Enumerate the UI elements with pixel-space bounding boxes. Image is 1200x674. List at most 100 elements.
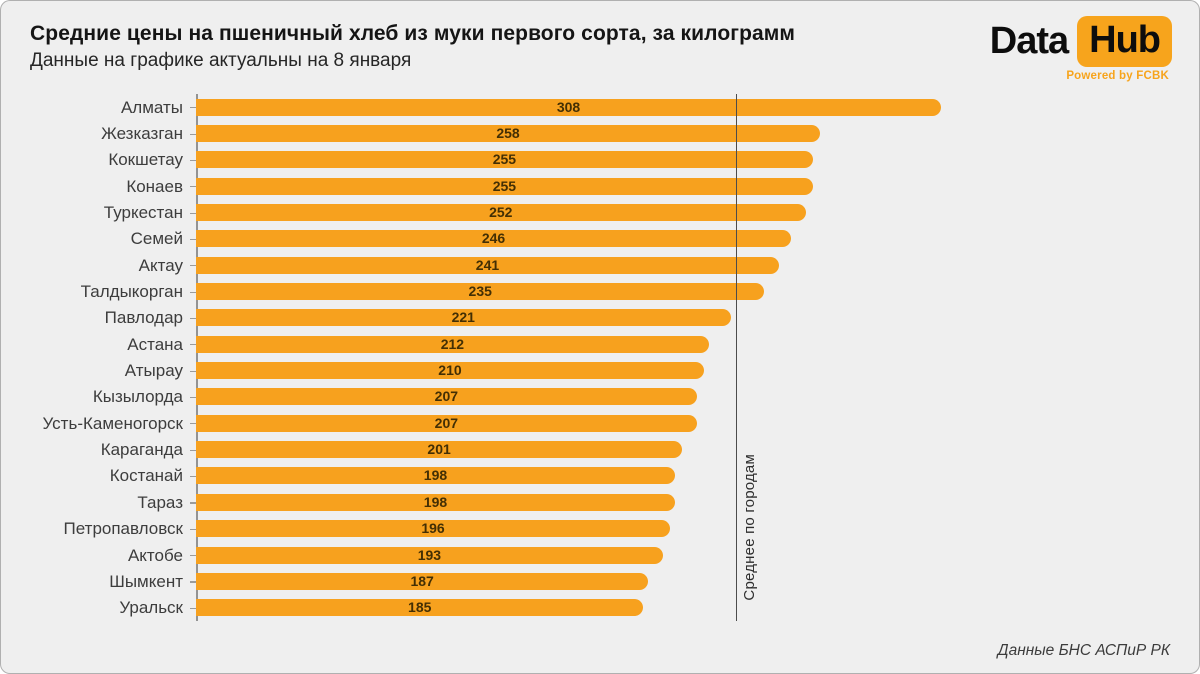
axis-tick [190,423,196,425]
price-bar: 255 [196,151,813,169]
bar-row: Кокшетау 255 [0,147,1200,173]
bar-value-label: 255 [492,177,517,194]
datahub-logo-wordmark: Data Hub [990,16,1172,67]
axis-tick [190,581,196,583]
bar-value-label: 241 [475,256,500,273]
bar-value-label: 258 [496,125,520,142]
city-label: Атырау [124,361,183,381]
axis-tick [190,555,196,557]
bar-row: Тараз 198 [0,489,1200,515]
bar-row: Павлодар 221 [0,305,1200,331]
city-label: Кызылорда [92,387,183,407]
axis-tick [190,265,196,267]
bar-value-label: 308 [556,98,581,115]
bar-value-label: 252 [489,204,513,221]
y-axis-line [196,94,198,621]
price-bar: 258 [196,125,821,143]
axis-tick [190,396,196,399]
bar-row: Алматы 308 [0,94,1200,120]
price-bar: 210 [196,362,704,380]
average-line-label: Среднее по городам [740,454,758,601]
price-bar: 252 [196,204,806,222]
price-bar: 255 [196,177,813,195]
price-bar: 308 [196,98,941,116]
bar-value-label: 212 [440,335,465,352]
city-label: Шымкент [109,571,183,591]
bar-row: Семей 246 [0,226,1200,252]
price-bar: 198 [196,467,675,485]
axis-tick [190,344,196,346]
bar-value-label: 255 [492,151,517,168]
bar-value-label: 193 [417,546,442,563]
bar-row: Актобе 193 [0,542,1200,568]
price-bar: 187 [196,572,649,590]
price-bar: 221 [196,309,731,327]
average-reference-line [735,94,738,621]
bar-value-label: 235 [468,283,492,300]
city-label: Усть-Каменогорск [42,413,183,433]
bar-row: Актау 241 [0,252,1200,278]
city-label: Алматы [120,97,183,117]
price-bar: 241 [196,256,779,274]
datahub-logo: Data Hub Powered by FCBK [990,16,1172,82]
bar-value-label: 207 [434,388,459,405]
logo-data-text: Data [989,20,1069,62]
axis-tick [190,107,196,109]
price-bar: 201 [196,441,683,459]
bar-value-label: 198 [423,467,448,484]
price-bar: 246 [196,230,792,248]
logo-hub-badge: Hub [1077,16,1172,67]
axis-tick [190,291,196,293]
city-label: Астана [127,334,183,354]
bar-row: Жезказган 258 [0,120,1200,146]
city-label: Петропавловск [63,519,183,539]
axis-tick [190,159,196,162]
price-bar: 207 [196,414,697,432]
city-label: Туркестан [103,203,183,223]
data-source-credit: Данные БНС АСПиР РК [997,642,1170,659]
bar-value-label: 210 [438,362,462,379]
axis-tick [190,238,196,241]
city-label: Уральск [119,598,183,618]
axis-tick [190,186,196,188]
city-label: Семей [130,229,183,249]
bar-value-label: 198 [423,493,448,510]
axis-tick [190,502,196,504]
price-bar: 193 [196,546,663,564]
city-label: Павлодар [104,308,183,328]
bar-row: Усть-Каменогорск 207 [0,410,1200,436]
bar-row: Петропавловск 196 [0,516,1200,542]
bar-row: Астана 212 [0,331,1200,357]
bar-chart: Алматы 308 Жезказган 258 Кокшетау 255 Конаев 25… [0,94,1200,621]
axis-tick [190,133,196,135]
bar-row: Шымкент 187 [0,568,1200,594]
bar-row: Туркестан 252 [0,199,1200,225]
bar-value-label: 201 [427,441,451,458]
city-label: Кокшетау [108,150,183,170]
bar-row: Конаев 255 [0,173,1200,199]
city-label: Актау [138,255,183,275]
bar-row: Кызылорда 207 [0,384,1200,410]
city-label: Жезказган [101,124,183,144]
bar-rows-container: Алматы 308 Жезказган 258 Кокшетау 255 Конаев 25… [0,94,1200,621]
bar-row: Атырау 210 [0,357,1200,383]
logo-powered-by-text: Powered by FCBK [1066,70,1169,82]
price-bar: 235 [196,283,765,301]
price-bar: 212 [196,335,709,353]
bar-row: Уральск 185 [0,595,1200,621]
bar-value-label: 207 [434,414,459,431]
city-label: Тараз [137,492,183,512]
city-label: Караганда [100,440,183,460]
city-label: Костанай [109,466,183,486]
price-bar: 207 [196,388,697,406]
page-subtitle: Данные на графике актуальны на 8 января [30,50,412,71]
bar-value-label: 187 [410,572,434,589]
city-label: Конаев [126,176,183,196]
city-label: Талдыкорган [80,282,183,302]
bar-value-label: 196 [421,520,445,537]
bar-value-label: 185 [408,599,432,616]
axis-tick [190,212,196,214]
bar-row: Талдыкорган 235 [0,278,1200,304]
bar-value-label: 221 [451,309,475,326]
